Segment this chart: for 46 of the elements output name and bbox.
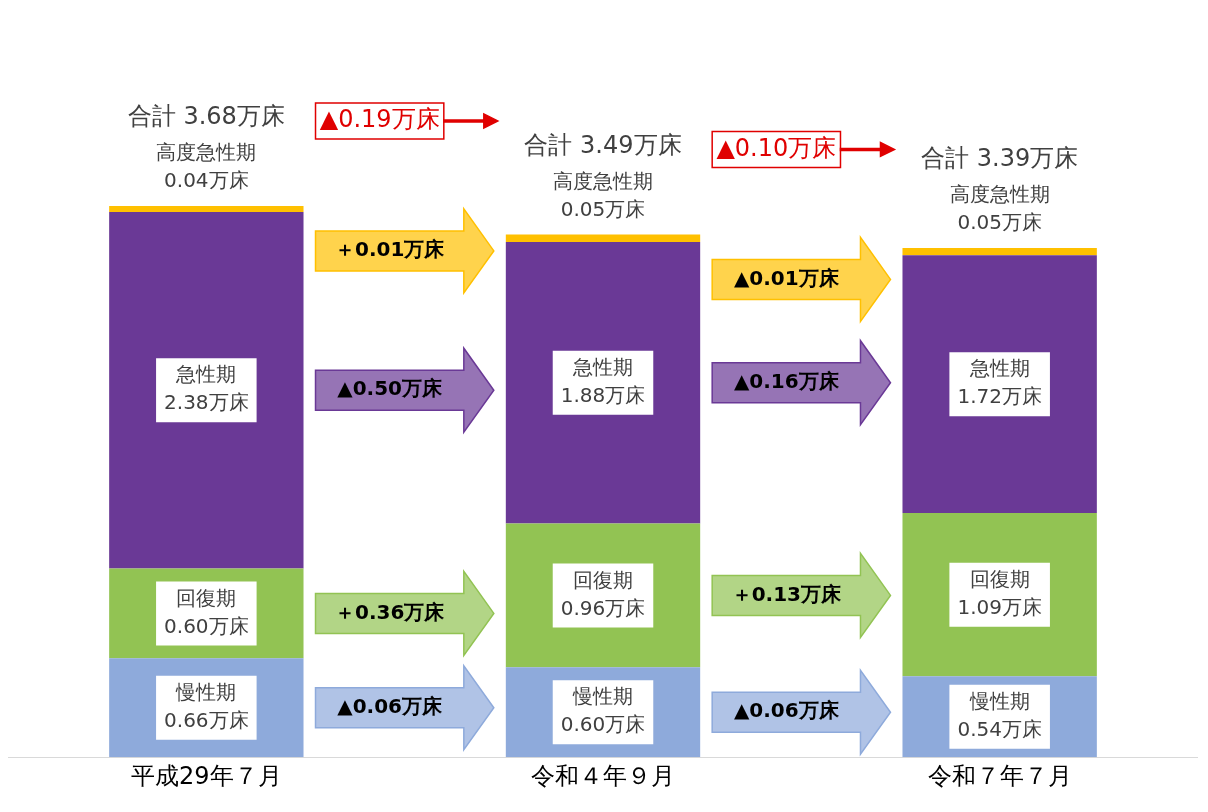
annotation: ＋0.13万床 (731, 581, 842, 606)
text: ▲0.19万床 (319, 105, 440, 134)
total-label: 合計 3.49万床 (524, 130, 682, 159)
text: 高度急性期 (156, 140, 257, 165)
x-tick-label: 令和４年９月 (531, 761, 675, 790)
annotation: ＋0.36万床 (334, 599, 446, 624)
text: 回復期 (969, 566, 1030, 591)
annotation: ▲0.50万床 (337, 376, 444, 401)
annotation: ▲0.01万床 (733, 265, 840, 290)
x-tick-label: 平成29年７月 (131, 761, 282, 790)
bar (505, 241, 701, 524)
text: 高度急性期 (553, 168, 653, 193)
annotation: ▲0.06万床 (733, 698, 840, 723)
data-label: 0.60万床 (560, 712, 646, 737)
total-label: 合計 3.39万床 (921, 144, 1079, 173)
series-label: 回復期 (176, 585, 237, 610)
data-label: 1.09万床 (957, 594, 1042, 619)
data-label: 0.54万床 (957, 716, 1042, 741)
data-label: 0.66万床 (164, 707, 249, 732)
bar (902, 255, 1097, 514)
data-label: 1.88万床 (560, 382, 646, 407)
annotation: ＋0.01万床 (334, 237, 446, 262)
data-label: 0.05万床 (560, 196, 646, 221)
x-tick-label: 令和７年７月 (927, 761, 1072, 790)
text: 急性期 (573, 354, 633, 379)
series-label: 慢性期 (968, 688, 1030, 713)
data-label: 0.04万床 (164, 168, 249, 193)
series-label: 急性期 (968, 356, 1030, 381)
data-label: 0.05万床 (957, 210, 1042, 235)
total-label: 合計 3.68万床 (127, 102, 285, 131)
text: 急性期 (176, 362, 237, 387)
text: 慢性期 (176, 679, 237, 704)
bar (109, 211, 304, 569)
data-label: 0.60万床 (164, 613, 249, 638)
text: 慢性期 (573, 684, 633, 709)
data-label: 0.96万床 (560, 595, 646, 620)
text: 回復期 (573, 567, 633, 592)
bar (109, 205, 304, 212)
annotation: ▲0.16万床 (733, 368, 840, 393)
text: 高度急性期 (949, 182, 1050, 207)
text: ▲0.10万床 (716, 133, 837, 162)
annotation: ▲0.06万床 (337, 693, 444, 718)
bar (902, 247, 1097, 256)
data-label: 1.72万床 (957, 384, 1042, 409)
data-label: 2.38万床 (164, 390, 249, 415)
bar (505, 234, 701, 242)
